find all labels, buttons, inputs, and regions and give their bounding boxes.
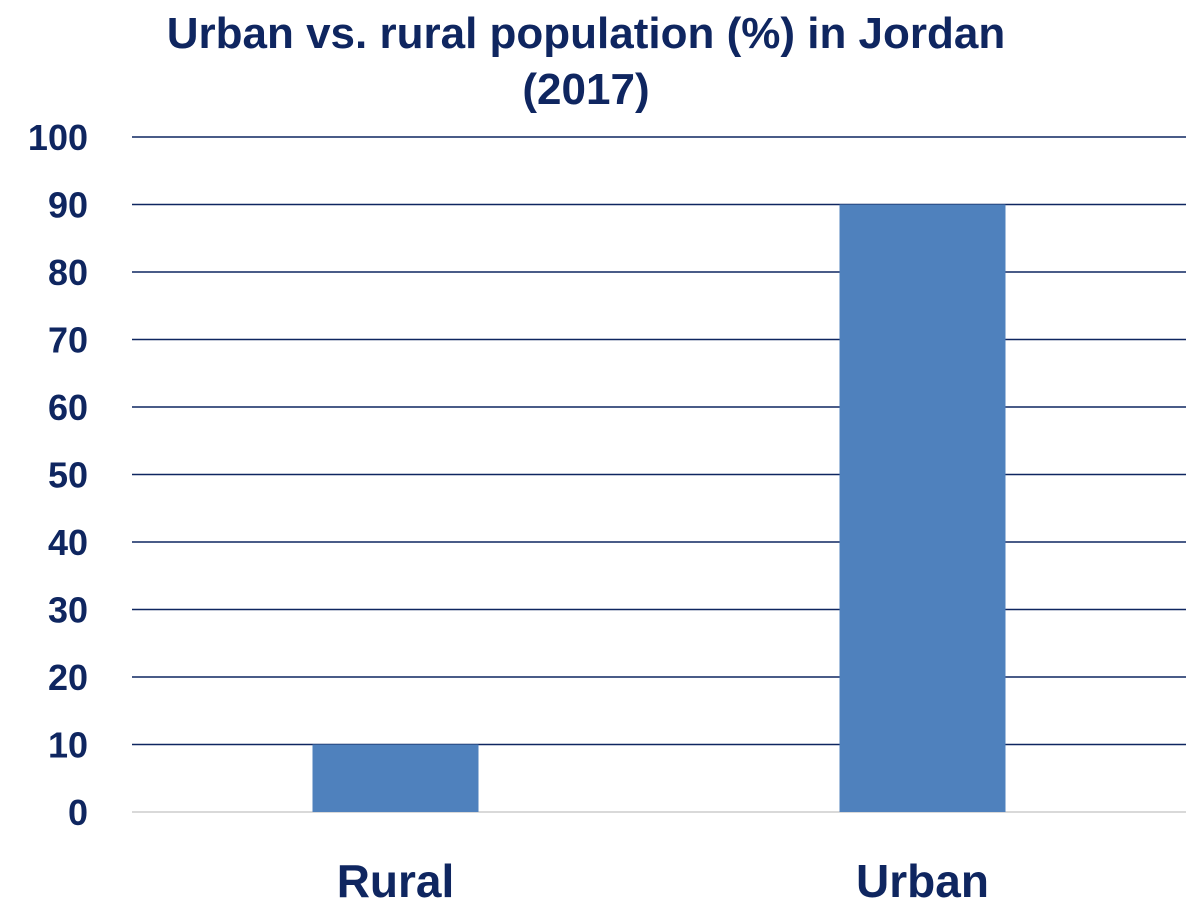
y-tick-label: 10 bbox=[48, 725, 88, 766]
x-category-label-rural: Rural bbox=[337, 855, 455, 899]
x-axis-categories: Rural Urban bbox=[337, 855, 989, 899]
bar-rural bbox=[312, 744, 479, 812]
chart-title-line-2: (2017) bbox=[522, 65, 650, 114]
y-axis-ticks: 0 10 20 30 40 50 60 70 80 90 100 bbox=[28, 117, 88, 833]
y-tick-label: 20 bbox=[48, 657, 88, 698]
gridlines bbox=[132, 136, 1186, 813]
y-tick-label: 70 bbox=[48, 320, 88, 361]
bar-urban bbox=[839, 204, 1006, 812]
chart-title: Urban vs. rural population (%) in Jordan… bbox=[0, 6, 1172, 118]
bars bbox=[312, 204, 1006, 812]
y-tick-label: 60 bbox=[48, 387, 88, 428]
y-tick-label: 40 bbox=[48, 522, 88, 563]
y-tick-label: 0 bbox=[68, 792, 88, 833]
y-tick-label: 90 bbox=[48, 185, 88, 226]
x-category-label-urban: Urban bbox=[856, 855, 989, 899]
y-tick-label: 50 bbox=[48, 455, 88, 496]
y-tick-label: 100 bbox=[28, 117, 88, 158]
y-tick-label: 80 bbox=[48, 252, 88, 293]
chart-title-line-1: Urban vs. rural population (%) in Jordan bbox=[166, 9, 1006, 58]
y-tick-label: 30 bbox=[48, 590, 88, 631]
